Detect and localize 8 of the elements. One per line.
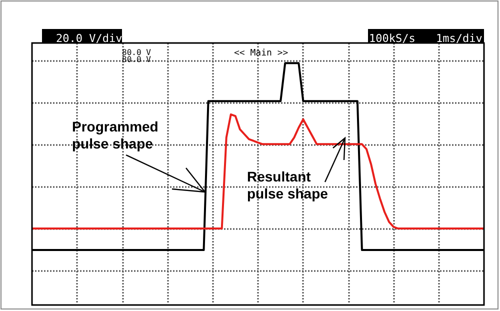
text: 20.0 V/div [56, 32, 123, 45]
annotation: Resultant pulse shape [247, 168, 328, 202]
text: 1ms/div [436, 32, 483, 45]
annotation: Programmed pulse shape [72, 118, 158, 152]
text: 100kS/s [369, 32, 416, 45]
text: 80.0 V [122, 48, 152, 57]
annotation: 80.0 V [122, 55, 152, 64]
text: << Main >> [234, 48, 289, 58]
